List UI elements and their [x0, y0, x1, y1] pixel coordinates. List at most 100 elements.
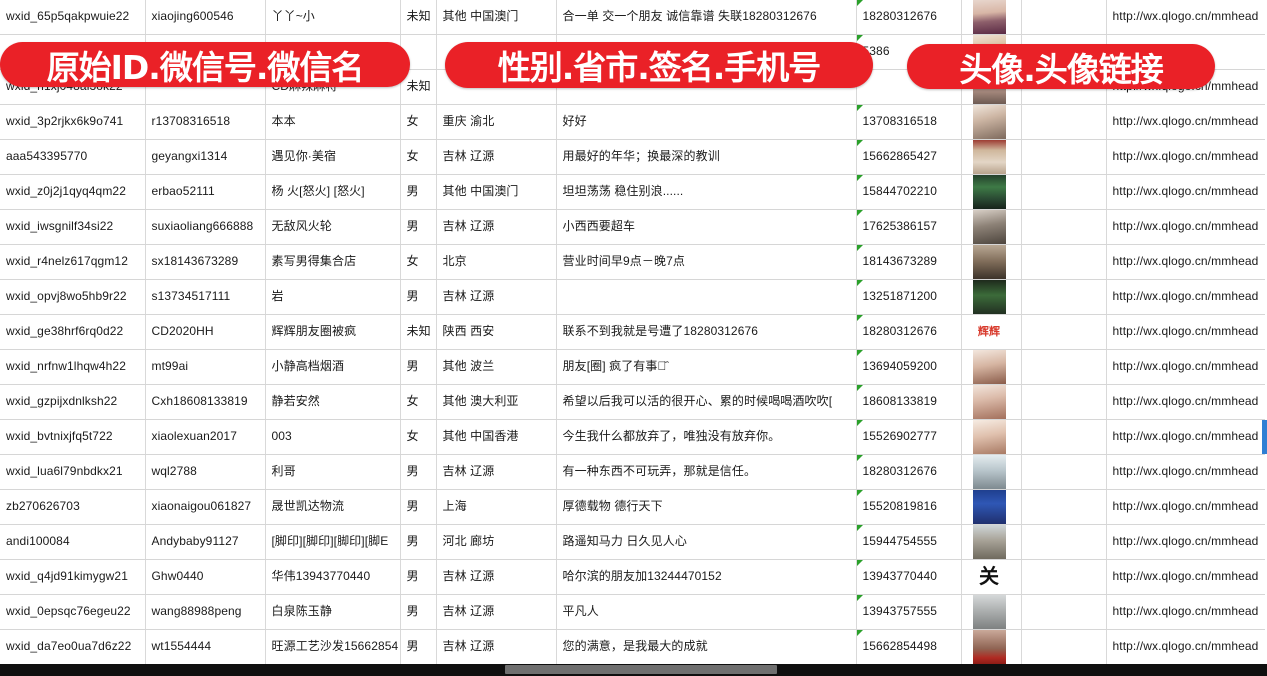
cell-original-id[interactable]: wxid_nrfnw1lhqw4h22: [0, 349, 146, 385]
cell-gender[interactable]: 未知: [400, 0, 437, 35]
cell-region[interactable]: 吉林 辽源: [436, 559, 557, 595]
cell-wechat-name[interactable]: 本本: [265, 104, 401, 140]
avatar-thumbnail[interactable]: [972, 0, 1006, 34]
cell-avatar-url[interactable]: http://wx.qlogo.cn/mmhead: [1106, 104, 1267, 140]
cell-signature[interactable]: 哈尔滨的朋友加13244470152: [556, 559, 857, 595]
avatar-thumbnail[interactable]: [972, 105, 1006, 139]
cell-avatar[interactable]: [961, 454, 1022, 490]
avatar-thumbnail[interactable]: [972, 245, 1006, 279]
cell-signature[interactable]: 营业时间早9点－晚7点: [556, 244, 857, 280]
cell-gender[interactable]: 未知: [400, 314, 437, 350]
cell-region[interactable]: 其他 澳大利亚: [436, 384, 557, 420]
cell-signature[interactable]: 您的满意，是我最大的成就: [556, 629, 857, 664]
cell-avatar[interactable]: [961, 419, 1022, 455]
cell-wechat-id[interactable]: sx18143673289: [145, 244, 266, 280]
cell-region[interactable]: 吉林 辽源: [436, 209, 557, 245]
avatar-thumbnail[interactable]: [972, 175, 1006, 209]
cell-wechat-id[interactable]: xiaonaigou061827: [145, 489, 266, 525]
avatar-thumbnail[interactable]: [972, 490, 1006, 524]
cell-spacer[interactable]: [1021, 594, 1107, 630]
cell-avatar[interactable]: 辉辉: [961, 314, 1022, 350]
cell-phone[interactable]: 15520819816: [856, 489, 962, 525]
cell-gender[interactable]: 男: [400, 349, 437, 385]
cell-original-id[interactable]: wxid_da7eo0ua7d6z22: [0, 629, 146, 664]
avatar-thumbnail[interactable]: 关: [972, 560, 1006, 594]
table-row[interactable]: wxid_ge38hrf6rq0d22 CD2020HH 辉辉朋友圈被疯 未知 陕西 西…: [0, 314, 1267, 350]
table-row[interactable]: wxid_nrfnw1lhqw4h22 mt99ai 小静高档烟酒男其他 波兰 朋友[…: [0, 349, 1267, 385]
cell-region[interactable]: 吉林 辽源: [436, 594, 557, 630]
cell-avatar[interactable]: [961, 0, 1022, 35]
table-row[interactable]: wxid_bvtnixjfq5t722 xiaolexuan2017 003 女其他 …: [0, 419, 1267, 455]
table-row[interactable]: wxid_opvj8wo5hb9r22 s13734517111 岩男吉林 辽源 13…: [0, 279, 1267, 315]
table-row[interactable]: zb270626703 xiaonaigou061827 晟世凯达物流男上海 厚德载物…: [0, 489, 1267, 525]
cell-avatar-url[interactable]: http://wx.qlogo.cn/mmhead: [1106, 384, 1267, 420]
cell-spacer[interactable]: [1021, 209, 1107, 245]
table-row[interactable]: wxid_3p2rjkx6k9o741 r13708316518 本本女重庆 渝北好…: [0, 104, 1267, 140]
cell-original-id[interactable]: wxid_opvj8wo5hb9r22: [0, 279, 146, 315]
cell-avatar-url[interactable]: http://wx.qlogo.cn/mmhead: [1106, 419, 1267, 455]
cell-wechat-name[interactable]: 岩: [265, 279, 401, 315]
cell-signature[interactable]: 小西西要超车: [556, 209, 857, 245]
cell-gender[interactable]: 男: [400, 594, 437, 630]
cell-avatar-url[interactable]: http://wx.qlogo.cn/mmhead: [1106, 629, 1267, 664]
cell-region[interactable]: 其他 中国澳门: [436, 174, 557, 210]
cell-spacer[interactable]: [1021, 0, 1107, 35]
avatar-thumbnail[interactable]: [972, 280, 1006, 314]
cell-region[interactable]: 吉林 辽源: [436, 454, 557, 490]
cell-original-id[interactable]: wxid_r4nelz617qgm12: [0, 244, 146, 280]
cell-signature[interactable]: 用最好的年华；换最深的教训: [556, 139, 857, 175]
cell-phone[interactable]: 15662865427: [856, 139, 962, 175]
cell-avatar-url[interactable]: http://wx.qlogo.cn/mmhead: [1106, 559, 1267, 595]
vertical-scrollbar-thumb[interactable]: [1262, 420, 1267, 454]
cell-wechat-id[interactable]: Ghw0440: [145, 559, 266, 595]
cell-phone[interactable]: 17625386157: [856, 209, 962, 245]
cell-original-id[interactable]: andi100084: [0, 524, 146, 560]
cell-region[interactable]: 其他 中国香港: [436, 419, 557, 455]
table-row[interactable]: andi100084 Andybaby91127 [脚印][脚印][脚印][脚E 男河…: [0, 524, 1267, 560]
cell-wechat-id[interactable]: Cxh18608133819: [145, 384, 266, 420]
cell-wechat-id[interactable]: s13734517111: [145, 279, 266, 315]
cell-avatar[interactable]: [961, 524, 1022, 560]
horizontal-scrollbar-thumb[interactable]: [505, 665, 777, 674]
cell-avatar[interactable]: [961, 489, 1022, 525]
cell-phone[interactable]: 18608133819: [856, 384, 962, 420]
cell-avatar[interactable]: [961, 139, 1022, 175]
cell-gender[interactable]: 女: [400, 244, 437, 280]
cell-gender[interactable]: 男: [400, 489, 437, 525]
cell-spacer[interactable]: [1021, 454, 1107, 490]
cell-spacer[interactable]: [1021, 489, 1107, 525]
cell-wechat-id[interactable]: wql2788: [145, 454, 266, 490]
cell-original-id[interactable]: wxid_lua6l79nbdkx21: [0, 454, 146, 490]
cell-avatar[interactable]: [961, 174, 1022, 210]
cell-region[interactable]: 重庆 渝北: [436, 104, 557, 140]
cell-spacer[interactable]: [1021, 559, 1107, 595]
cell-region[interactable]: 上海: [436, 489, 557, 525]
cell-phone[interactable]: 15844702210: [856, 174, 962, 210]
cell-wechat-name[interactable]: 旺源工艺沙发15662854: [265, 629, 401, 664]
cell-spacer[interactable]: [1021, 384, 1107, 420]
cell-avatar-url[interactable]: http://wx.qlogo.cn/mmhead: [1106, 244, 1267, 280]
cell-spacer[interactable]: [1021, 244, 1107, 280]
cell-original-id[interactable]: wxid_z0j2j1qyq4qm22: [0, 174, 146, 210]
cell-original-id[interactable]: aaa543395770: [0, 139, 146, 175]
cell-region[interactable]: 其他 波兰: [436, 349, 557, 385]
cell-phone[interactable]: 13708316518: [856, 104, 962, 140]
cell-avatar-url[interactable]: http://wx.qlogo.cn/mmhead: [1106, 314, 1267, 350]
cell-gender[interactable]: 男: [400, 559, 437, 595]
table-row[interactable]: wxid_da7eo0ua7d6z22 wt1554444 旺源工艺沙发156628…: [0, 629, 1267, 664]
cell-phone[interactable]: 13943757555: [856, 594, 962, 630]
table-row[interactable]: wxid_iwsgnilf34si22 suxiaoliang666888 无敌风火…: [0, 209, 1267, 245]
cell-wechat-id[interactable]: mt99ai: [145, 349, 266, 385]
cell-region[interactable]: 北京: [436, 244, 557, 280]
cell-avatar[interactable]: [961, 104, 1022, 140]
cell-region[interactable]: 陕西 西安: [436, 314, 557, 350]
cell-wechat-id[interactable]: xiaojing600546: [145, 0, 266, 35]
cell-original-id[interactable]: wxid_gzpijxdnlksh22: [0, 384, 146, 420]
cell-avatar[interactable]: 关: [961, 559, 1022, 595]
cell-gender[interactable]: 男: [400, 454, 437, 490]
cell-signature[interactable]: 路遥知马力 日久见人心: [556, 524, 857, 560]
cell-avatar-url[interactable]: http://wx.qlogo.cn/mmhead: [1106, 279, 1267, 315]
cell-wechat-id[interactable]: CD2020HH: [145, 314, 266, 350]
cell-spacer[interactable]: [1021, 629, 1107, 664]
cell-region[interactable]: 河北 廊坊: [436, 524, 557, 560]
